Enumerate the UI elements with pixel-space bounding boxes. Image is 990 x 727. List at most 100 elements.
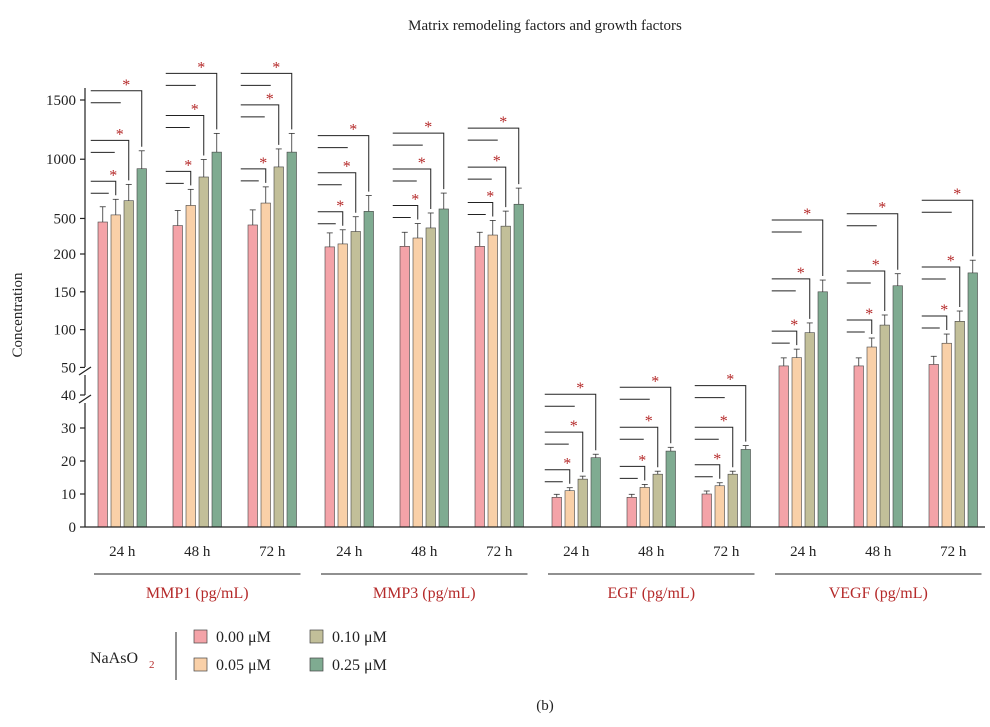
bar xyxy=(247,224,258,528)
group-label: MMP3 (pg/mL) xyxy=(373,585,476,602)
significance-star: * xyxy=(116,126,124,143)
significance-star: * xyxy=(790,317,798,334)
bar xyxy=(211,151,222,528)
significance-bracket xyxy=(694,426,734,468)
significance-brackets: * * * * * * * * * * * * * * * * * * * * * * * * * * * * * * * * * * * * xyxy=(90,59,974,484)
axis-break-upper xyxy=(78,366,92,376)
significance-star: * xyxy=(493,153,501,170)
x-tick-label: 24 h xyxy=(563,544,590,560)
significance-bracket xyxy=(467,166,507,208)
significance-star: * xyxy=(713,451,721,468)
significance-star: * xyxy=(878,200,886,217)
significance-star: * xyxy=(563,456,571,473)
y-tick-label: 500 xyxy=(54,211,77,227)
significance-star: * xyxy=(349,122,357,139)
significance-star: * xyxy=(197,59,205,76)
significance-bracket xyxy=(165,115,205,156)
significance-bracket xyxy=(392,205,419,220)
significance-star: * xyxy=(570,418,578,435)
significance-bracket xyxy=(694,464,721,479)
significance-star: * xyxy=(645,413,653,430)
legend-swatch xyxy=(193,629,208,644)
y-tick-label: 40 xyxy=(61,388,76,404)
x-tick-label: 24 h xyxy=(790,544,817,560)
significance-bracket xyxy=(694,385,747,442)
bar xyxy=(363,211,374,528)
significance-bracket xyxy=(771,330,798,346)
bar xyxy=(425,227,436,528)
bar xyxy=(513,203,524,528)
x-tick-label: 72 h xyxy=(259,544,286,560)
significance-star: * xyxy=(803,206,811,223)
significance-bracket xyxy=(771,278,811,319)
legend-label: 0.05 μM xyxy=(216,657,271,674)
legend-title: NaAsO xyxy=(90,650,138,667)
bar xyxy=(626,496,637,528)
significance-star: * xyxy=(184,157,192,174)
y-axis: 0 10 20 30 40 50 100 150 200 500 1000 1500 xyxy=(46,88,92,536)
bar xyxy=(260,202,271,528)
x-axis: 24 h 48 h 72 h MMP1 (pg/mL) 24 h 48 h 72 h MMP3… xyxy=(85,526,985,602)
significance-star: * xyxy=(272,59,280,76)
group-label: VEGF (pg/mL) xyxy=(829,585,928,602)
significance-bracket xyxy=(921,199,974,257)
significance-bracket xyxy=(90,139,130,181)
bar xyxy=(136,168,147,528)
chart-title: Matrix remodeling factors and growth fac… xyxy=(408,18,682,34)
legend-title-subscript: 2 xyxy=(149,659,155,671)
bar xyxy=(590,457,601,528)
significance-bracket xyxy=(544,469,571,484)
significance-bracket xyxy=(544,393,597,451)
bar xyxy=(500,225,511,528)
group-label: MMP1 (pg/mL) xyxy=(146,585,249,602)
bar xyxy=(273,166,284,528)
x-tick-label: 48 h xyxy=(865,544,892,560)
y-tick-label: 50 xyxy=(61,360,76,376)
significance-star: * xyxy=(343,159,351,176)
legend-swatch xyxy=(309,629,324,644)
significance-bracket xyxy=(846,270,886,311)
significance-star: * xyxy=(411,192,419,209)
bar xyxy=(97,221,108,528)
significance-star: * xyxy=(486,188,494,205)
bar xyxy=(665,450,676,528)
significance-bracket xyxy=(921,266,961,308)
significance-star: * xyxy=(266,91,274,108)
bar xyxy=(652,473,663,528)
bar xyxy=(967,272,978,528)
x-tick-label: 48 h xyxy=(638,544,665,560)
significance-star: * xyxy=(191,102,199,119)
x-tick-label: 48 h xyxy=(411,544,438,560)
significance-star: * xyxy=(259,155,267,172)
x-tick-label: 72 h xyxy=(940,544,967,560)
significance-bracket xyxy=(921,315,948,331)
significance-bracket xyxy=(90,90,143,147)
significance-bracket xyxy=(165,72,218,130)
significance-star: * xyxy=(424,119,432,136)
y-tick-label: 100 xyxy=(54,323,77,339)
bar xyxy=(714,485,725,528)
bar xyxy=(337,243,348,528)
y-tick-label: 0 xyxy=(69,520,77,536)
bar xyxy=(701,493,712,528)
bar xyxy=(324,246,335,528)
significance-bracket xyxy=(317,135,370,192)
x-tick-label: 48 h xyxy=(184,544,211,560)
bar xyxy=(110,214,121,528)
bar xyxy=(804,332,815,528)
significance-bracket xyxy=(771,219,824,277)
x-tick-label: 72 h xyxy=(713,544,740,560)
significance-bracket xyxy=(90,180,117,196)
bar xyxy=(577,478,588,528)
bar xyxy=(286,151,297,528)
bar xyxy=(817,291,828,528)
y-tick-label: 200 xyxy=(54,247,77,263)
bar xyxy=(928,364,939,528)
bar xyxy=(399,246,410,528)
x-tick-label: 24 h xyxy=(336,544,363,560)
significance-star: * xyxy=(499,114,507,131)
significance-bracket xyxy=(392,132,445,190)
bar xyxy=(198,176,209,528)
significance-star: * xyxy=(940,302,948,319)
